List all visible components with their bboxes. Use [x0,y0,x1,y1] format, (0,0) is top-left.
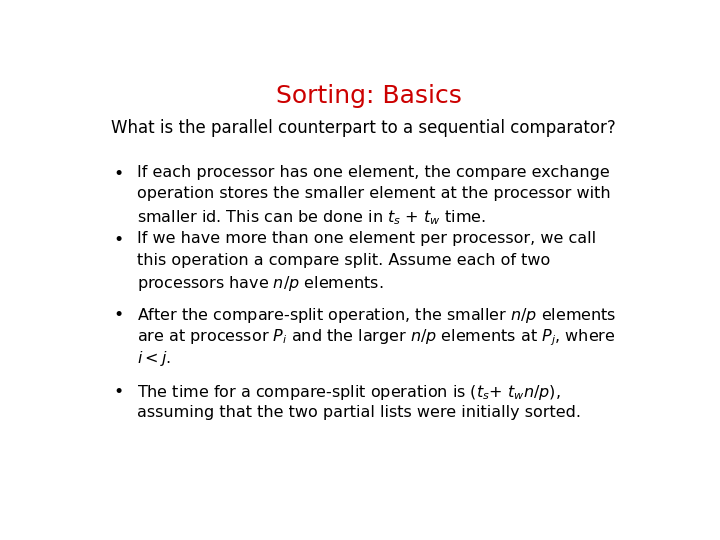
Text: What is the parallel counterpart to a sequential comparator?: What is the parallel counterpart to a se… [111,119,616,137]
Text: smaller id. This can be done in $t_s$ + $t_w$ time.: smaller id. This can be done in $t_s$ + … [138,208,486,227]
Text: are at processor $P_i$ and the larger $n/p$ elements at $P_j$, where: are at processor $P_i$ and the larger $n… [138,328,616,348]
Text: •: • [114,383,124,401]
Text: •: • [114,165,124,183]
Text: processors have $n/p$ elements.: processors have $n/p$ elements. [138,274,384,293]
Text: The time for a compare-split operation is ($t_s$+ $t_w$$n/p$),: The time for a compare-split operation i… [138,383,561,402]
Text: $i < j$.: $i < j$. [138,349,171,368]
Text: If each processor has one element, the compare exchange: If each processor has one element, the c… [138,165,610,180]
Text: Sorting: Basics: Sorting: Basics [276,84,462,107]
Text: this operation a compare split. Assume each of two: this operation a compare split. Assume e… [138,253,551,268]
Text: If we have more than one element per processor, we call: If we have more than one element per pro… [138,231,597,246]
Text: •: • [114,306,124,324]
Text: assuming that the two partial lists were initially sorted.: assuming that the two partial lists were… [138,404,582,420]
Text: •: • [114,231,124,249]
Text: operation stores the smaller element at the processor with: operation stores the smaller element at … [138,186,611,201]
Text: After the compare-split operation, the smaller $n/p$ elements: After the compare-split operation, the s… [138,306,617,325]
